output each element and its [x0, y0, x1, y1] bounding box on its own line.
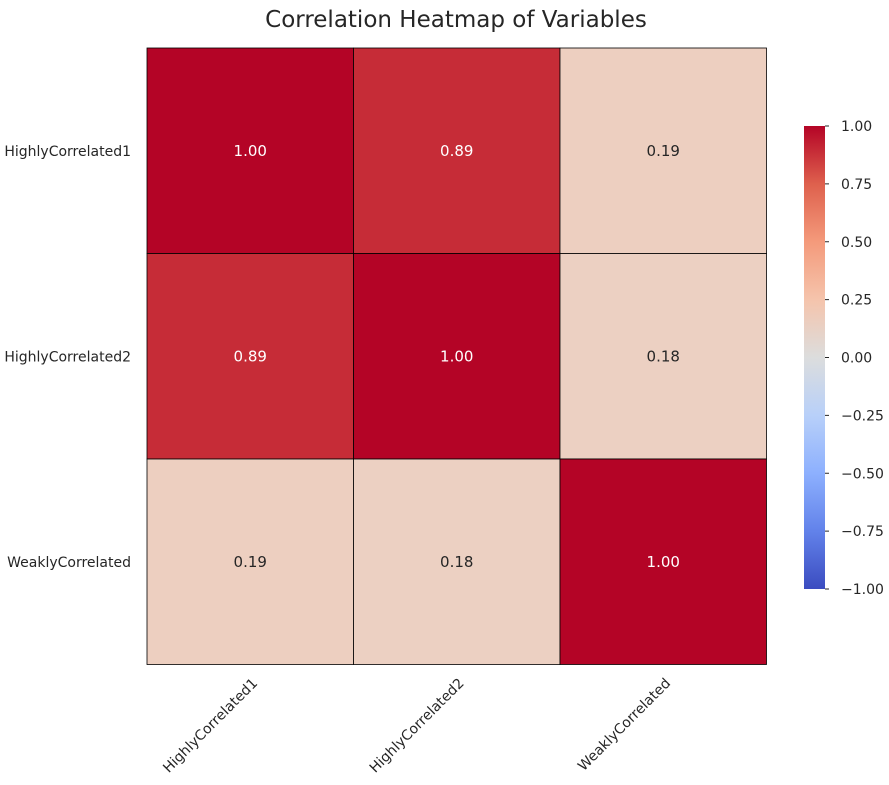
- heatmap-cell: [353, 458, 561, 665]
- colorbar-tick-label: −1.00: [841, 582, 884, 598]
- heatmap-cell: [353, 253, 561, 460]
- heatmap-cell: [559, 47, 767, 254]
- colorbar-ticks: 1.00 0.75 0.50 0.25 0.00 −0.25 −0.50 −0.75 −1.00: [825, 119, 884, 598]
- colorbar-tick-label: −0.50: [841, 466, 884, 482]
- cell-value-label: 0.19: [647, 142, 680, 160]
- cell-value-label: 1.00: [234, 142, 267, 160]
- cell-value-label: 0.18: [440, 553, 473, 571]
- colorbar-tick-label: 0.25: [841, 293, 872, 309]
- cell-value-label: 0.18: [647, 347, 680, 365]
- row-tick-label: HighlyCorrelated1: [4, 144, 131, 160]
- colorbar-gradient: [804, 126, 825, 589]
- heatmap-cell: [146, 458, 354, 665]
- cell-value-label: 0.19: [234, 553, 267, 571]
- column-tick-labels: HighlyCorrelated1 HighlyCorrelated2 Weakly…: [160, 676, 674, 777]
- colorbar-tick-label: 1.00: [841, 119, 872, 135]
- heatmap-cells: 1.00 0.89 0.19 0.89 1.00 0.18 0.19 0.18 1.00: [146, 47, 767, 665]
- heatmap-cell: [146, 47, 354, 254]
- colorbar-tick-label: −0.25: [841, 408, 884, 424]
- cell-value-label: 0.89: [440, 142, 473, 160]
- row-tick-labels: HighlyCorrelated1 HighlyCorrelated2 Weakly…: [4, 144, 131, 571]
- cell-value-label: 1.00: [647, 553, 680, 571]
- row-tick-label: HighlyCorrelated2: [4, 349, 131, 365]
- heatmap-cell: [559, 458, 767, 665]
- heatmap-cell: [353, 47, 561, 254]
- cell-value-label: 1.00: [440, 347, 473, 365]
- colorbar-tick-label: 0.50: [841, 235, 872, 251]
- colorbar-tick-label: 0.00: [841, 351, 872, 367]
- colorbar-tick-label: −0.75: [841, 524, 884, 540]
- column-tick-label: WeaklyCorrelated: [575, 676, 674, 775]
- row-tick-label: WeaklyCorrelated: [7, 555, 131, 571]
- column-tick-label: HighlyCorrelated1: [160, 676, 261, 777]
- cell-value-label: 0.89: [234, 347, 267, 365]
- column-tick-label: HighlyCorrelated2: [367, 676, 468, 777]
- chart-title: Correlation Heatmap of Variables: [265, 7, 647, 33]
- colorbar-tick-label: 0.75: [841, 177, 872, 193]
- colorbar: 1.00 0.75 0.50 0.25 0.00 −0.25 −0.50 −0.75 −1.00: [804, 119, 884, 598]
- heatmap-cell: [559, 253, 767, 460]
- heatmap-cell: [146, 253, 354, 460]
